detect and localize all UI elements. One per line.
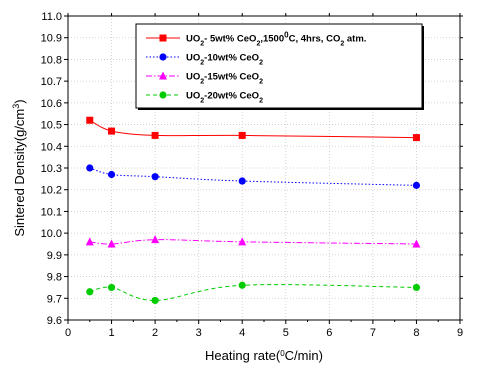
data-point [86,116,94,124]
series-line [89,239,417,245]
data-point [85,237,94,246]
legend-marker [159,71,167,80]
series-line [89,167,417,186]
data-point [108,127,116,135]
data-point [238,281,246,289]
series-3 [85,235,421,248]
data-point [151,296,159,305]
data-point [238,177,246,185]
x-tick-label: 3 [196,327,202,339]
y-tick-label: 10.1 [41,206,62,218]
x-tick-label: 6 [326,327,332,339]
y-axis-title: Sintered Density(g/cm3) [11,99,27,236]
y-tick-label: 10.7 [41,76,62,88]
data-point [86,164,94,172]
y-tick-label: 10.9 [41,33,62,45]
data-point [238,237,247,246]
series-layer [85,116,421,305]
legend-marker [159,34,167,42]
data-point [151,173,159,181]
legend-label: UO2-15wt% CeO2 [186,72,263,86]
x-axis-title: Heating rate(0C/min) [205,348,323,363]
x-tick-label: 7 [370,327,376,339]
legend-label: UO2-10wt% CeO2 [186,53,263,67]
y-tick-label: 9.8 [47,272,62,284]
legend-label: UO2- 5wt% CeO2,15000C, 4hrs, CO2 atm. [186,30,366,47]
y-tick-label: 10.5 [41,120,62,132]
y-tick-label: 10.4 [41,141,62,153]
y-tick-label: 10.3 [41,163,62,175]
x-tick-label: 9 [457,327,463,339]
data-point [151,235,160,244]
y-tick-label: 10.8 [41,54,62,66]
y-tick-label: 9.9 [47,250,62,262]
x-tick-label: 4 [239,327,245,339]
y-tick-label: 10.6 [41,98,62,110]
series-line [89,119,417,139]
y-tick-label: 11.0 [41,11,62,23]
data-point [107,170,116,179]
legend-marker [159,53,167,61]
data-point [412,283,421,292]
y-tick-label: 9.6 [47,315,62,327]
x-tick-label: 1 [108,327,114,339]
x-tick-label: 2 [152,327,158,339]
data-point [107,239,116,248]
data-point [412,181,421,189]
x-tick-label: 5 [283,327,289,339]
data-point [238,131,246,139]
data-point [86,288,94,296]
legend: UO2- 5wt% CeO2,15000C, 4hrs, CO2 atm. UO2… [135,23,424,110]
data-point [412,134,420,142]
series-1 [86,116,420,142]
data-point [107,283,116,292]
legend-label: UO2-20wt% CeO2 [186,91,263,105]
x-tick-label: 0 [65,327,71,339]
y-tick-label: 10.2 [41,185,62,197]
series-line [89,284,417,301]
legend-marker [159,91,167,99]
series-4 [86,281,421,305]
data-point [412,239,421,248]
series-2 [86,164,421,189]
y-tick-label: 10.0 [41,228,62,240]
data-point [151,131,159,139]
ticks: 0 1 2 3 4 5 6 7 8 9 9.6 9.7 9.8 9.9 10.0 10.1 10.2 10.3 10… [41,11,463,339]
x-tick-label: 8 [413,327,419,339]
legend-box [135,23,423,109]
y-tick-label: 9.7 [47,293,62,305]
